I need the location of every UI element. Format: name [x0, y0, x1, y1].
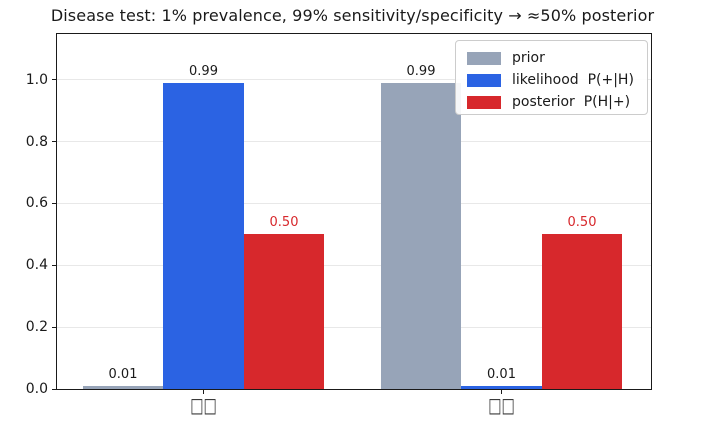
- y-tick-mark: [52, 202, 56, 204]
- y-tick-label: 0.2: [25, 319, 48, 336]
- bar-value-label-prior-group1: 0.01: [108, 367, 138, 382]
- bar-value-label-likelihood-group1: 0.99: [189, 64, 218, 79]
- x-tick-label: □□: [190, 394, 217, 418]
- legend-label-posterior: posterior P(H|+): [512, 94, 631, 110]
- bar-posterior-group1: [243, 234, 325, 389]
- legend-row-posterior: posterior P(H|+): [467, 93, 647, 112]
- plot-canvas: 0.01 0.99 0.99 0.01 0.50 0.50: [57, 34, 651, 389]
- y-tick-label: 0.4: [25, 257, 48, 274]
- legend: prior likelihood P(+|H) posterior P(H|+): [455, 40, 648, 115]
- gridline: [57, 79, 651, 81]
- legend-swatch-posterior: [467, 96, 501, 109]
- gridline: [57, 202, 651, 204]
- chart-title: Disease test: 1% prevalence, 99% sensiti…: [50, 6, 655, 25]
- y-tick-mark: [52, 264, 56, 266]
- x-tick-mark: [203, 390, 204, 394]
- plot-area: 0.01 0.99 0.99 0.01 0.50 0.50 prior likelihood…: [56, 33, 652, 390]
- bar-likelihood-group1: [163, 83, 244, 389]
- gridline: [57, 141, 651, 143]
- legend-label-prior: prior: [512, 50, 545, 66]
- bar-value-label-posterior-group1: 0.50: [269, 215, 299, 230]
- legend-row-likelihood: likelihood P(+|H): [467, 71, 647, 90]
- y-tick-mark: [52, 141, 56, 143]
- y-tick-label: 0.0: [25, 381, 48, 397]
- y-tick-label: 0.6: [25, 195, 48, 212]
- x-tick-mark: [501, 390, 502, 394]
- bar-value-label-prior-group2: 0.99: [406, 64, 436, 79]
- y-tick-mark: [52, 79, 56, 81]
- bar-value-label-likelihood-group2: 0.01: [487, 367, 516, 382]
- y-tick-label: 0.8: [25, 133, 48, 150]
- y-tick-mark: [52, 388, 56, 390]
- bar-prior-group2: [380, 83, 462, 389]
- x-tick-label: □□: [488, 394, 515, 418]
- gridline: [57, 264, 651, 266]
- bar-posterior-group2: [541, 234, 623, 389]
- gridline: [57, 326, 651, 328]
- legend-swatch-likelihood: [467, 74, 501, 87]
- y-tick-label: 1.0: [25, 71, 48, 88]
- legend-row-prior: prior: [467, 49, 647, 68]
- legend-swatch-prior: [467, 52, 501, 65]
- bar-prior-group1: [82, 386, 164, 389]
- bar-likelihood-group2: [461, 386, 542, 389]
- y-tick-mark: [52, 326, 56, 328]
- legend-label-likelihood: likelihood P(+|H): [512, 72, 634, 88]
- bar-value-label-posterior-group2: 0.50: [567, 215, 597, 230]
